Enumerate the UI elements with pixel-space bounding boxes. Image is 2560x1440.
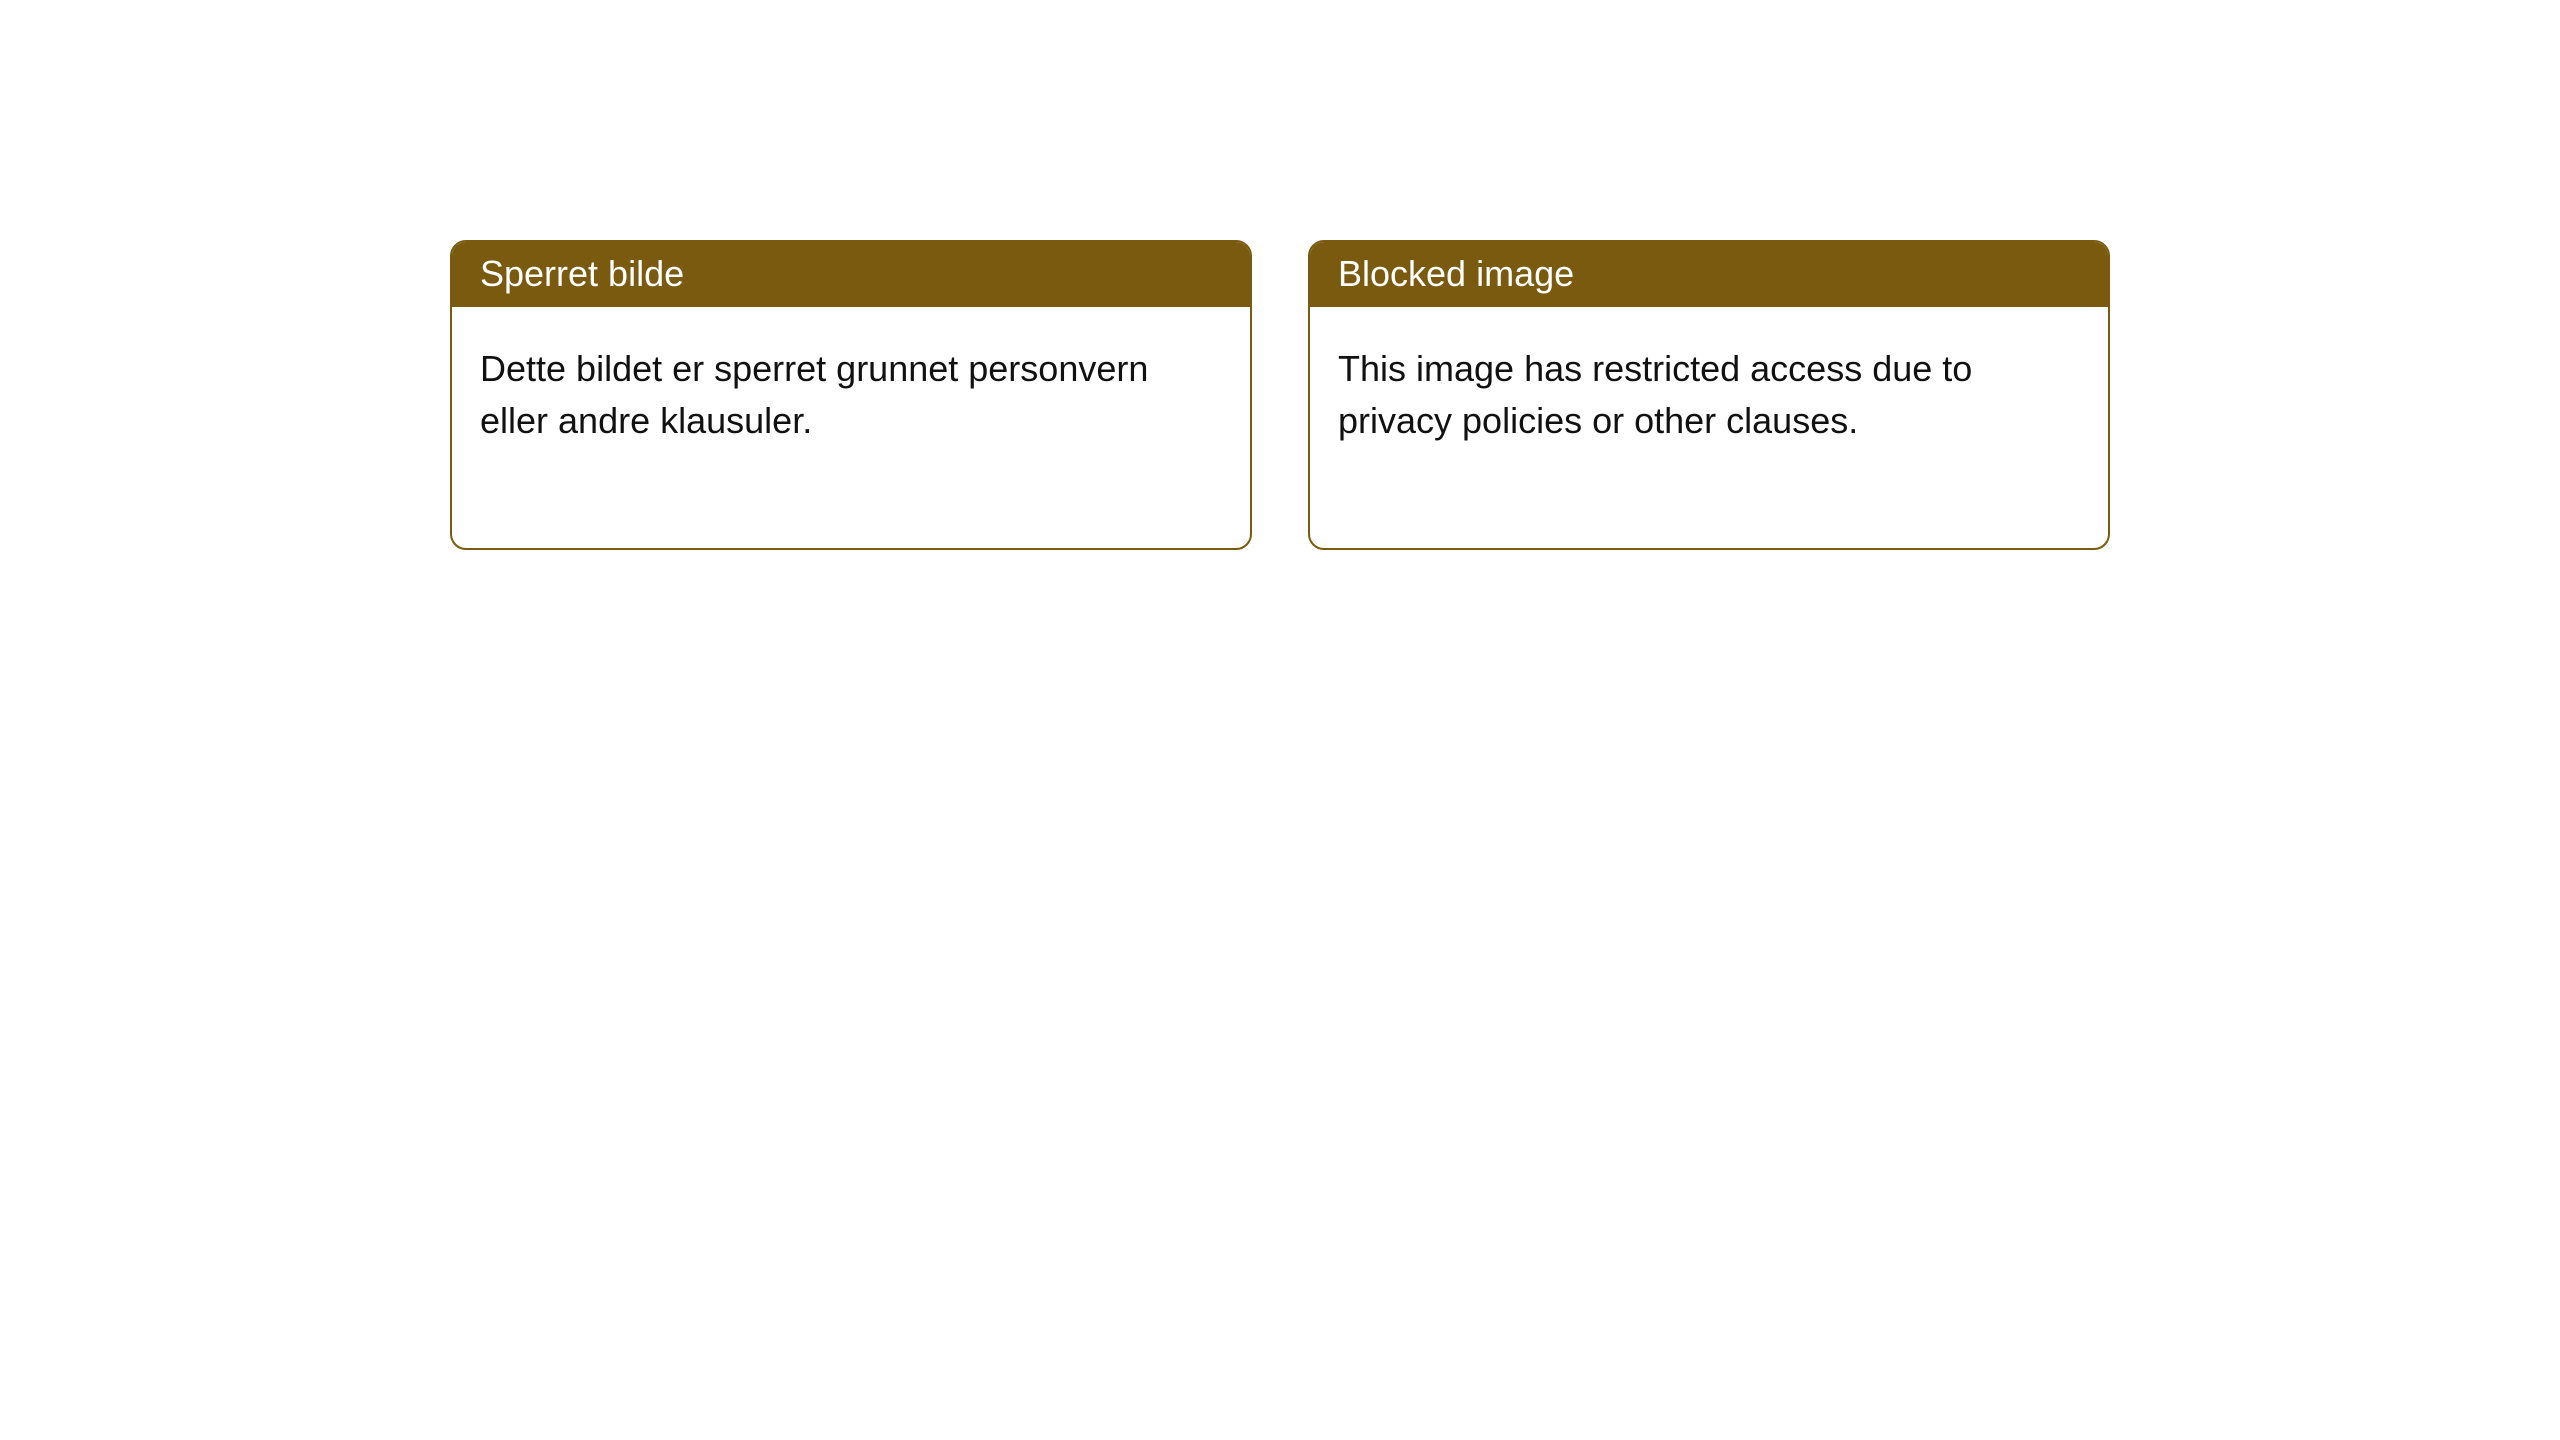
notice-body: Dette bildet er sperret grunnet personve… [452, 307, 1192, 547]
notice-header: Sperret bilde [452, 242, 1250, 307]
notice-card-english: Blocked image This image has restricted … [1308, 240, 2110, 550]
notice-container: Sperret bilde Dette bildet er sperret gr… [450, 240, 2110, 550]
notice-card-norwegian: Sperret bilde Dette bildet er sperret gr… [450, 240, 1252, 550]
notice-body: This image has restricted access due to … [1310, 307, 2050, 547]
notice-header: Blocked image [1310, 242, 2108, 307]
